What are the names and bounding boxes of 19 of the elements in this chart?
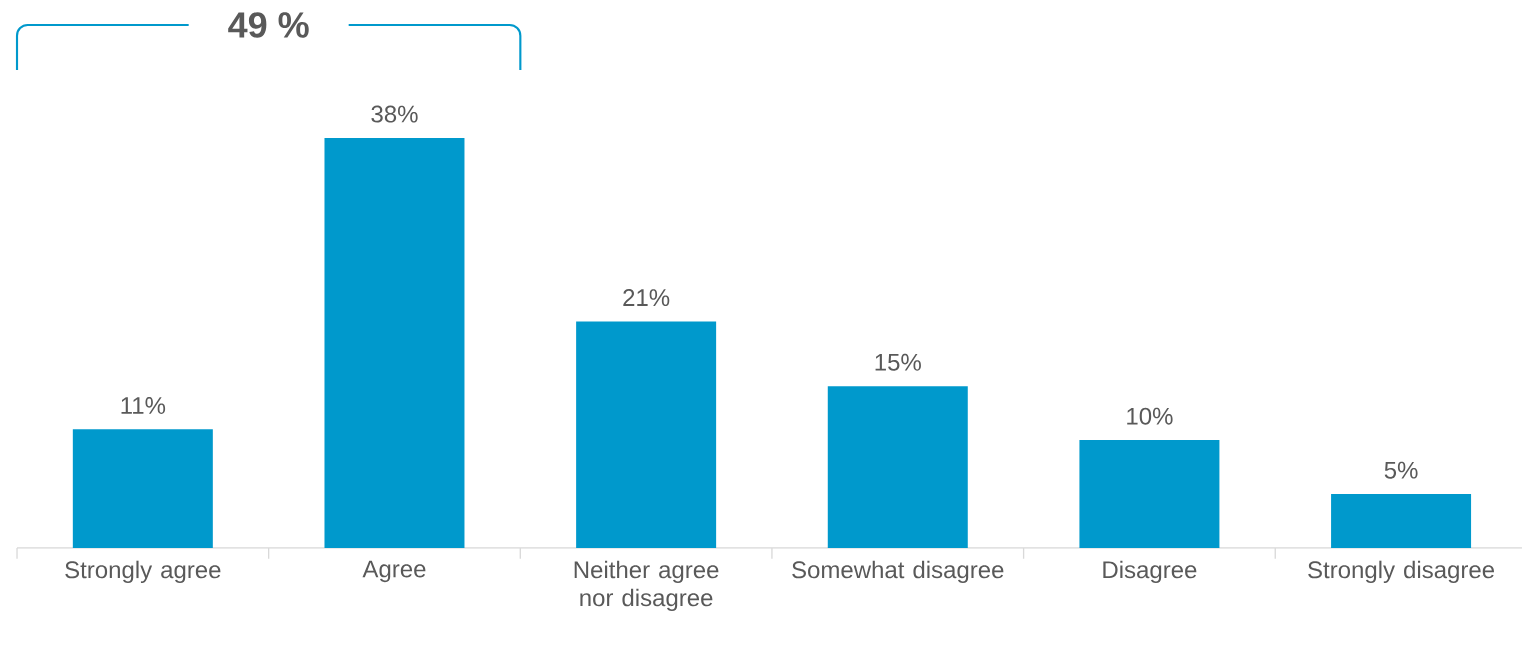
data-label: 5% bbox=[1384, 461, 1418, 479]
bar bbox=[1079, 440, 1220, 548]
x-tick-label: Strongly disagree bbox=[1308, 560, 1495, 584]
data-label: 21% bbox=[623, 289, 670, 307]
bar bbox=[576, 321, 717, 548]
x-tick-label: Disagree bbox=[1103, 560, 1197, 584]
data-label: 11% bbox=[121, 397, 166, 414]
data-label: 10% bbox=[1127, 407, 1173, 425]
bar bbox=[827, 386, 968, 548]
data-label: 15% bbox=[875, 353, 921, 371]
x-tick-label: Neither agree nor disagree bbox=[574, 560, 719, 612]
text: 49 % bbox=[228, 12, 309, 38]
bar bbox=[72, 429, 213, 548]
bar bbox=[1331, 494, 1472, 548]
data-label: 38% bbox=[371, 105, 418, 123]
x-tick-label: Strongly agree bbox=[65, 560, 221, 584]
bar bbox=[324, 137, 465, 548]
x-tick-label: Somewhat disagree bbox=[792, 560, 1004, 584]
x-tick-label: Agree bbox=[362, 560, 426, 583]
